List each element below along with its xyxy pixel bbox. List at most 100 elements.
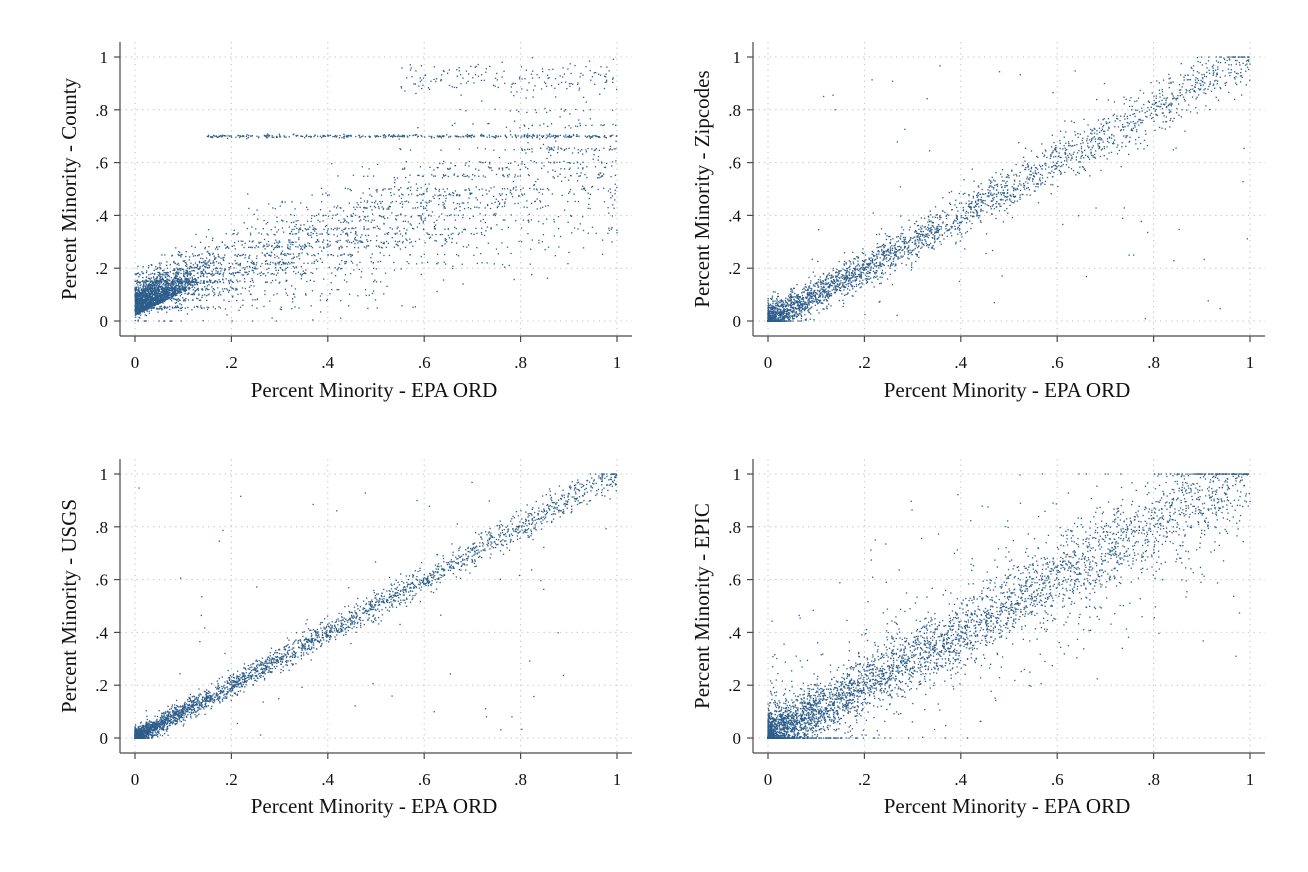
scatter-point <box>392 136 394 138</box>
scatter-point <box>142 305 144 307</box>
scatter-point <box>198 260 201 263</box>
scatter-point <box>291 258 293 260</box>
scatter-point <box>445 238 447 241</box>
scatter-point <box>202 264 205 266</box>
scatter-point <box>298 307 300 309</box>
scatter-point <box>447 175 449 178</box>
scatter-point <box>169 296 171 298</box>
scatter-point <box>442 195 445 197</box>
scatter-point <box>546 136 549 138</box>
scatter-point <box>301 252 303 254</box>
scatter-point <box>301 248 304 251</box>
scatter-point <box>292 233 294 235</box>
scatter-point <box>200 273 202 275</box>
scatter-point <box>208 293 210 295</box>
scatter-point <box>568 251 570 254</box>
scatter-point <box>319 258 322 260</box>
scatter-point <box>171 283 173 285</box>
scatter-point <box>167 285 169 287</box>
scatter-point <box>597 159 599 161</box>
scatter-point <box>533 184 536 186</box>
scatter-point <box>140 299 142 301</box>
scatter-point <box>136 306 138 308</box>
scatter-point <box>1195 77 1197 79</box>
scatter-point <box>301 273 303 276</box>
scatter-point <box>283 135 285 137</box>
scatter-point <box>222 281 225 284</box>
scatter-point <box>157 297 159 300</box>
scatter-point <box>163 289 165 291</box>
scatter-point <box>202 258 204 260</box>
scatter-point <box>153 277 155 279</box>
scatter-point <box>366 201 368 204</box>
scatter-point <box>139 293 141 296</box>
scatter-point <box>337 205 339 207</box>
scatter-point <box>451 86 453 88</box>
scatter-point <box>313 254 315 256</box>
scatter-point <box>805 303 807 306</box>
scatter-point <box>362 135 364 137</box>
scatter-point <box>362 211 364 213</box>
scatter-point <box>900 232 902 235</box>
scatter-point <box>187 267 189 269</box>
scatter-point <box>525 135 528 137</box>
scatter-point <box>228 300 230 303</box>
scatter-point <box>399 202 401 204</box>
scatter-point <box>218 256 220 258</box>
scatter-point <box>158 289 160 291</box>
scatter-point <box>225 233 227 235</box>
scatter-point <box>149 305 151 307</box>
scatter-point <box>161 278 163 280</box>
scatter-point <box>542 188 544 190</box>
scatter-point <box>1162 112 1164 114</box>
scatter-point <box>563 110 565 112</box>
scatter-point <box>611 109 614 111</box>
scatter-point <box>298 253 300 255</box>
scatter-point <box>295 134 297 136</box>
scatter-point <box>463 175 465 178</box>
scatter-point <box>242 299 244 301</box>
scatter-point <box>347 239 349 241</box>
scatter-point <box>258 232 260 234</box>
scatter-point <box>1201 74 1203 76</box>
scatter-point <box>148 265 150 267</box>
scatter-point <box>418 222 421 225</box>
scatter-point <box>139 308 141 310</box>
scatter-point <box>176 288 178 290</box>
scatter-point <box>405 161 407 163</box>
scatter-point <box>557 148 559 150</box>
scatter-point <box>165 287 167 289</box>
scatter-point <box>196 306 199 308</box>
scatter-point <box>514 203 516 205</box>
scatter-point <box>185 277 188 280</box>
scatter-point <box>565 148 568 150</box>
scatter-point <box>189 271 192 273</box>
scatter-point <box>164 293 166 295</box>
scatter-point <box>263 219 265 222</box>
scatter-point <box>290 243 292 245</box>
scatter-point <box>336 269 338 271</box>
scatter-point <box>319 209 322 211</box>
scatter-point <box>139 303 141 305</box>
scatter-point <box>311 194 313 196</box>
scatter-point <box>205 287 207 290</box>
scatter-point <box>513 187 515 189</box>
scatter-point <box>300 248 302 250</box>
scatter-point <box>354 238 356 240</box>
scatter-point <box>278 263 280 265</box>
scatter-point <box>364 136 366 138</box>
scatter-point <box>397 214 399 216</box>
scatter-point <box>275 246 277 249</box>
scatter-point <box>228 279 230 282</box>
scatter-point <box>179 287 181 289</box>
scatter-point <box>169 284 171 287</box>
scatter-point <box>578 175 580 177</box>
scatter-point <box>234 242 236 244</box>
scatter-point <box>436 290 438 293</box>
scatter-point <box>136 301 138 303</box>
scatter-point <box>150 288 153 290</box>
scatter-point <box>264 281 267 283</box>
scatter-point <box>142 298 144 301</box>
scatter-point <box>162 279 164 281</box>
scatter-point <box>346 221 348 223</box>
